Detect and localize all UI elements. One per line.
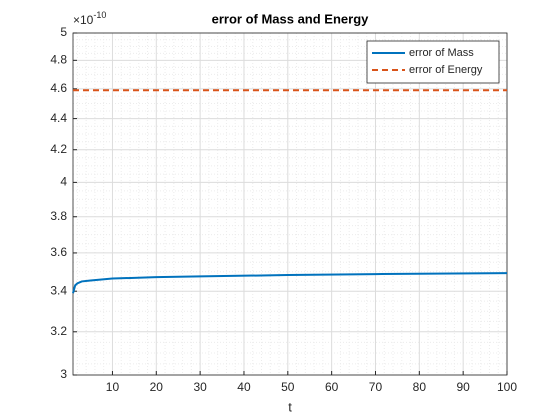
legend: error of Mass error of Energy — [366, 40, 500, 84]
chart-title: error of Mass and Energy — [212, 11, 370, 26]
legend-label: error of Mass — [409, 47, 474, 59]
axes-box — [72, 32, 508, 376]
x-tick-label: 40 — [237, 380, 251, 394]
y-tick-label: 3.6 — [50, 245, 67, 259]
y-tick-label: 3.4 — [50, 283, 67, 297]
y-exponent: ×10-10 — [73, 10, 106, 27]
series-line — [72, 272, 508, 294]
y-tick-label: 4.6 — [50, 81, 67, 95]
y-tick-label: 4 — [60, 175, 67, 189]
y-tick-label: 4.4 — [50, 111, 67, 125]
x-axis-label: t — [288, 399, 292, 414]
exponent-power: -10 — [93, 10, 106, 20]
y-tick-label: 4.8 — [50, 53, 67, 67]
x-tick-label: 100 — [497, 380, 517, 394]
x-tick-label: 70 — [369, 380, 383, 394]
x-tick-label: 50 — [281, 380, 295, 394]
x-tick-label: 60 — [325, 380, 339, 394]
legend-label: error of Energy — [409, 64, 483, 76]
y-tick-label: 4.2 — [50, 142, 67, 156]
y-tick-label: 3 — [60, 367, 67, 381]
legend-box — [366, 40, 500, 84]
y-tick-label: 3.2 — [50, 324, 67, 338]
x-tick-label: 10 — [106, 380, 120, 394]
y-tick-label: 3.8 — [50, 209, 67, 223]
x-tick-label: 20 — [150, 380, 164, 394]
x-tick-label: 90 — [456, 380, 470, 394]
y-tick-label: 5 — [60, 25, 67, 39]
x-tick-label: 30 — [193, 380, 207, 394]
plot-area — [73, 33, 507, 375]
x-tick-label: 80 — [413, 380, 427, 394]
exponent-base: ×10 — [73, 13, 94, 27]
